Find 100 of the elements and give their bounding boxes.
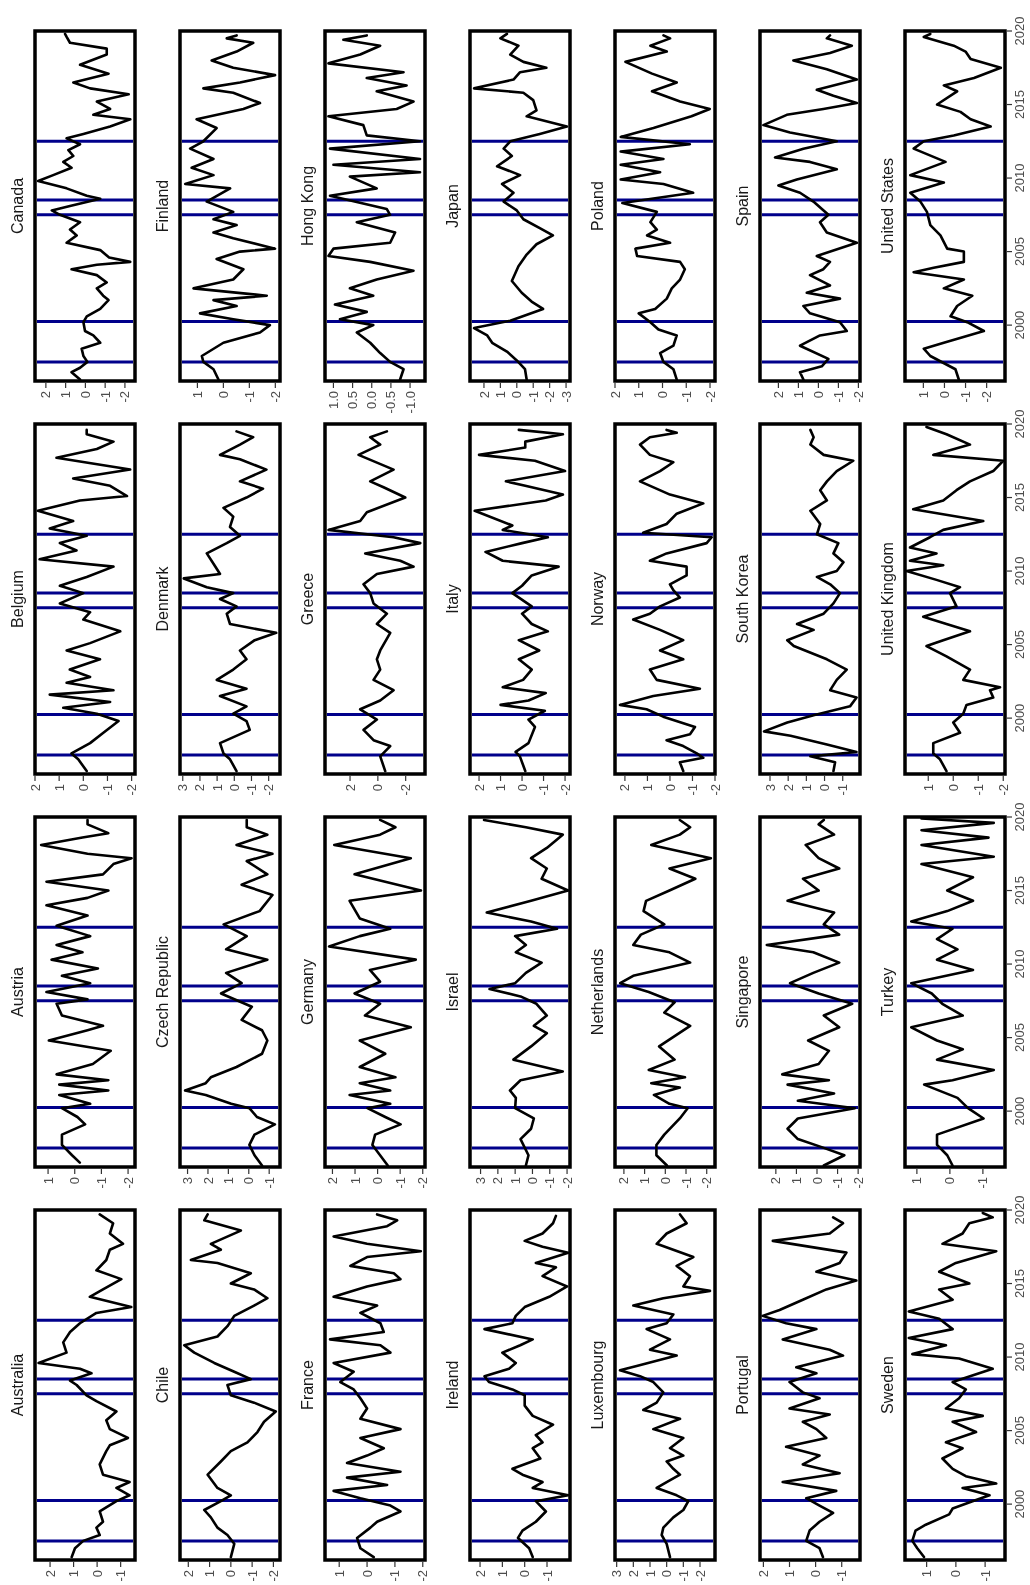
x-tick-label: -2 xyxy=(557,784,573,796)
x-tick-label: 2 xyxy=(616,1177,632,1185)
x-tick-label: -1 xyxy=(542,1177,558,1189)
x-tick-label: -1 xyxy=(830,1177,846,1189)
x-tick-label: 1 xyxy=(492,391,508,399)
x-tick-label: 2 xyxy=(471,784,487,792)
x-tick-label: -0.5 xyxy=(383,391,399,414)
x-tick-label: 1 xyxy=(637,1177,653,1185)
x-tick-label: 2 xyxy=(617,784,633,792)
x-tick-label: 2 xyxy=(192,784,208,792)
text: Greece xyxy=(299,572,316,626)
x-tick-label: 0 xyxy=(75,784,91,792)
x-tick-label: 2 xyxy=(770,391,786,399)
text: Hong Kong xyxy=(299,165,316,247)
x-tick-label: -1 xyxy=(97,391,113,403)
y-tick-label: 2015 xyxy=(1012,1269,1028,1298)
x-tick-label: -1.0 xyxy=(402,391,418,414)
x-tick-label: -2 xyxy=(120,1177,136,1189)
x-tick-label: 0 xyxy=(517,1570,533,1578)
y-tick-label: 2010 xyxy=(1012,949,1028,979)
text: Chile xyxy=(154,1366,171,1404)
x-tick-label: 1 xyxy=(915,391,931,399)
x-tick-label: 2 xyxy=(342,784,358,792)
x-tick-label: -2 xyxy=(707,784,723,796)
y-tick-label: 2005 xyxy=(1012,630,1028,660)
x-tick-label: -1 xyxy=(675,1570,691,1582)
y-tick-label: 2000 xyxy=(1012,1096,1028,1126)
x-tick-label: 0 xyxy=(226,784,242,792)
x-tick-label: -2 xyxy=(265,1570,281,1582)
x-tick-label: 0 xyxy=(89,1570,105,1578)
x-tick-label: -2 xyxy=(559,1177,575,1189)
x-tick-label: -1 xyxy=(113,1570,129,1582)
x-tick-label: 3 xyxy=(762,784,778,792)
x-tick-label: 0 xyxy=(77,391,93,399)
text: Poland xyxy=(589,181,606,231)
y-tick-label: 2020 xyxy=(1012,409,1028,439)
x-tick-label: -2 xyxy=(542,391,558,403)
x-tick-label: 1 xyxy=(58,391,74,399)
x-tick-label: -1 xyxy=(244,784,260,796)
x-tick-label: -1 xyxy=(261,1177,277,1189)
x-tick-label: -2 xyxy=(124,784,140,796)
x-tick-label: -1 xyxy=(539,1570,555,1582)
x-tick-label: -3 xyxy=(558,391,574,403)
x-tick-label: 0 xyxy=(509,391,525,399)
x-tick-label: -2 xyxy=(261,784,277,796)
y-tick-label: 2000 xyxy=(1012,1489,1028,1519)
text: Finland xyxy=(154,179,171,233)
x-tick-label: 0 xyxy=(808,1570,824,1578)
x-tick-label: 1 xyxy=(189,391,205,399)
text: Germany xyxy=(299,959,316,1025)
x-tick-label: -2 xyxy=(702,391,718,403)
x-tick-label: -2 xyxy=(267,391,283,403)
x-tick-label: 1 xyxy=(209,784,225,792)
text: Netherlands xyxy=(589,948,606,1036)
x-tick-label: -1 xyxy=(958,391,974,403)
x-tick-label: -2 xyxy=(979,391,995,403)
x-tick-label: 2 xyxy=(625,1570,641,1578)
x-tick-label: 1 xyxy=(66,1570,82,1578)
x-tick-label: 1 xyxy=(788,1177,804,1185)
x-tick-label: -1 xyxy=(678,1177,694,1189)
x-tick-label: -2 xyxy=(699,1177,715,1189)
x-tick-label: 1 xyxy=(790,391,806,399)
x-tick-label: -2 xyxy=(398,784,414,796)
x-tick-label: 0 xyxy=(937,391,952,399)
x-tick-label: 0 xyxy=(948,1570,964,1578)
x-tick-label: 0 xyxy=(241,1177,257,1185)
x-tick-label: 0 xyxy=(817,784,833,792)
y-tick-label: 2010 xyxy=(1012,556,1028,586)
x-tick-label: 0 xyxy=(809,1177,825,1185)
text: Denmark xyxy=(154,565,171,632)
y-tick-label: 2005 xyxy=(1012,1416,1028,1446)
x-tick-label: -1 xyxy=(93,1177,109,1189)
x-tick-label: 1 xyxy=(639,784,655,792)
x-tick-label: 0 xyxy=(657,1177,673,1185)
x-tick-label: -1 xyxy=(387,1570,403,1582)
text: Turkey xyxy=(879,967,896,1017)
x-tick-label: -2 xyxy=(850,1177,866,1189)
x-tick-label: 2 xyxy=(768,1177,784,1185)
text: South Korea xyxy=(734,554,751,644)
x-tick-label: 0 xyxy=(662,784,678,792)
text: Australia xyxy=(9,1353,26,1417)
x-tick-label: 1 xyxy=(347,1177,363,1185)
x-tick-label: 3 xyxy=(175,784,191,792)
x-tick-label: 1 xyxy=(494,1570,510,1578)
x-tick-label: -1 xyxy=(834,1570,850,1582)
x-tick-label: 0 xyxy=(370,1177,386,1185)
text: Canada xyxy=(9,177,26,235)
x-tick-label: 3 xyxy=(180,1177,196,1185)
x-tick-label: 2 xyxy=(476,391,492,399)
x-tick-label: 0 xyxy=(223,1570,239,1578)
y-tick-label: 2020 xyxy=(1012,16,1028,46)
x-tick-label: 2 xyxy=(27,784,43,792)
x-tick-label: 2 xyxy=(180,1570,196,1578)
x-tick-label: 1 xyxy=(507,1177,523,1185)
text: Czech Republic xyxy=(154,935,171,1049)
x-tick-label: -2 xyxy=(415,1177,431,1189)
x-tick-label: -1 xyxy=(977,1570,993,1582)
x-tick-label: 1 xyxy=(631,391,647,399)
x-tick-label: 1 xyxy=(220,1177,236,1185)
x-tick-label: 1 xyxy=(919,1570,935,1578)
